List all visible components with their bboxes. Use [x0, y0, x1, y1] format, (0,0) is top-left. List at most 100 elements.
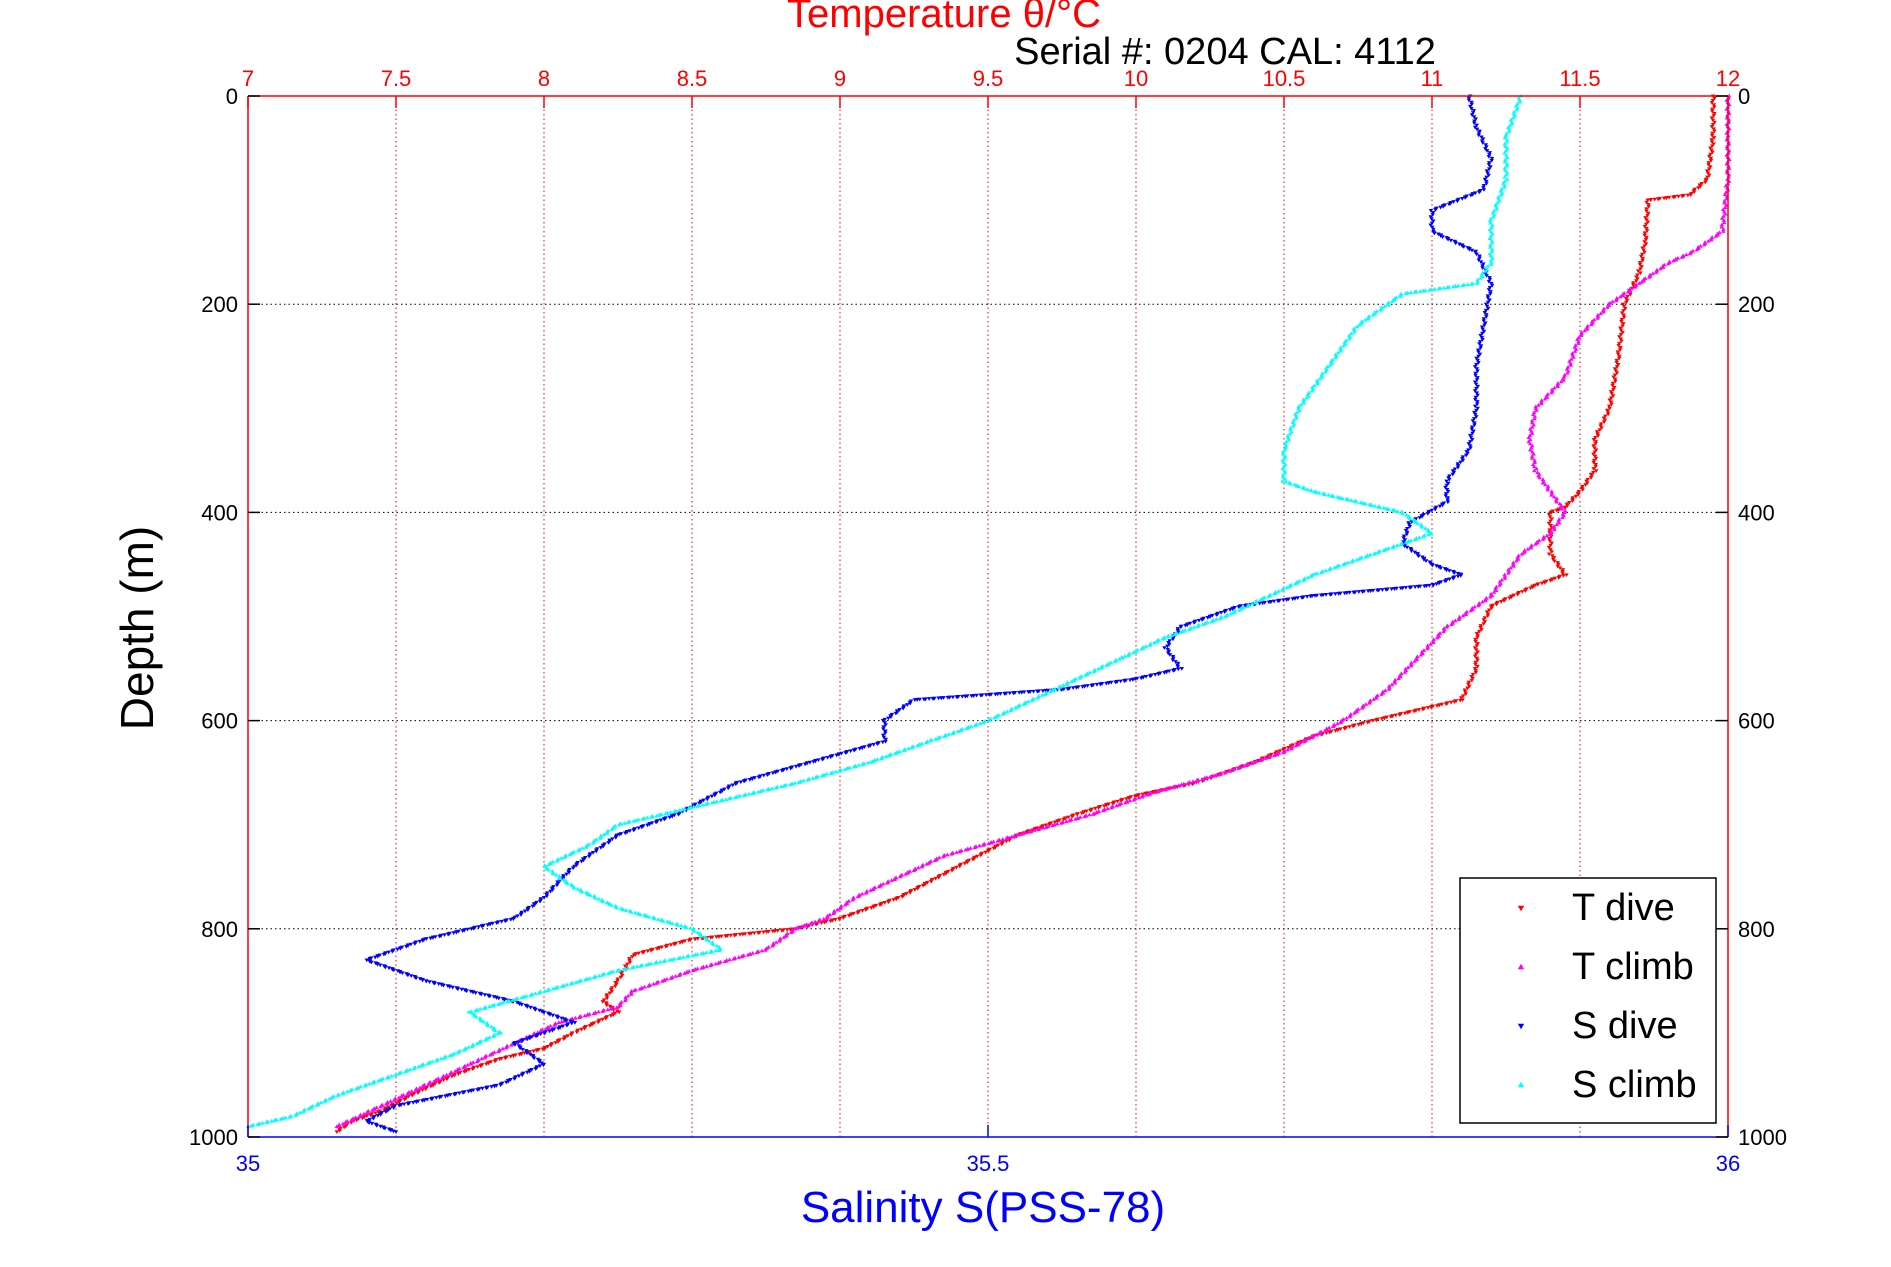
data-point — [1012, 834, 1017, 838]
data-point — [1430, 211, 1436, 215]
data-point — [1187, 627, 1192, 631]
data-point — [1222, 610, 1227, 615]
data-point — [1532, 416, 1537, 421]
data-point — [466, 1045, 471, 1049]
data-point — [737, 932, 743, 937]
data-point — [651, 981, 656, 986]
data-point — [1474, 378, 1480, 383]
data-point — [1162, 646, 1167, 650]
data-point — [670, 921, 675, 925]
data-point — [883, 729, 888, 734]
data-point — [1169, 632, 1175, 637]
data-point — [1687, 251, 1693, 256]
data-point — [396, 1095, 402, 1100]
data-point — [1576, 339, 1581, 343]
data-point — [1471, 109, 1477, 113]
top-tick-label: 9.5 — [973, 66, 1004, 91]
data-point — [594, 837, 599, 841]
data-point — [437, 934, 442, 939]
data-point — [1640, 258, 1645, 263]
data-point — [1416, 585, 1421, 589]
data-point — [718, 798, 724, 803]
data-point — [1429, 705, 1434, 710]
data-point — [1593, 456, 1599, 461]
data-point — [556, 1020, 562, 1025]
data-point — [500, 1046, 505, 1051]
data-point — [1140, 792, 1145, 797]
data-point — [491, 1034, 496, 1039]
data-point — [1438, 566, 1444, 571]
data-point — [1593, 448, 1599, 453]
data-point — [1557, 566, 1563, 571]
data-point — [1145, 792, 1150, 797]
data-point — [570, 866, 576, 871]
data-point — [556, 1026, 561, 1031]
data-point — [1722, 198, 1727, 203]
data-point — [880, 719, 886, 723]
data-point — [667, 920, 672, 925]
data-point — [1412, 585, 1418, 589]
top-tick-label: 11.5 — [1559, 66, 1600, 91]
data-point — [562, 855, 567, 859]
data-point — [519, 995, 524, 1000]
data-point — [919, 741, 925, 746]
data-point — [966, 858, 972, 863]
data-point — [1077, 675, 1083, 680]
data-point — [693, 802, 698, 807]
data-point — [1236, 607, 1242, 612]
data-point — [513, 997, 518, 1002]
data-point — [963, 847, 968, 852]
data-point — [1708, 159, 1714, 163]
data-point — [1429, 217, 1434, 222]
data-point — [1383, 587, 1389, 592]
series-s-climb — [245, 93, 1524, 1129]
data-point — [1641, 248, 1646, 253]
data-point — [1282, 456, 1287, 460]
data-point — [968, 845, 973, 850]
data-point — [1489, 281, 1494, 286]
data-point — [1478, 275, 1483, 280]
data-point — [1335, 350, 1341, 355]
data-point — [1318, 593, 1324, 598]
data-point — [1286, 745, 1291, 750]
data-point — [525, 1005, 530, 1009]
data-point — [469, 1044, 475, 1049]
data-point — [1354, 557, 1360, 562]
data-point — [452, 1051, 457, 1056]
data-point — [877, 903, 883, 907]
data-point — [1617, 335, 1622, 339]
data-point — [1035, 827, 1041, 832]
data-point — [1637, 263, 1643, 267]
data-point — [586, 854, 592, 859]
data-point — [1323, 369, 1328, 374]
data-point — [617, 822, 622, 827]
data-point — [1548, 543, 1553, 548]
data-point — [411, 1066, 416, 1071]
data-point — [431, 1079, 437, 1083]
data-point — [1540, 480, 1546, 485]
data-point — [1469, 106, 1474, 111]
data-point — [1598, 311, 1603, 316]
data-point — [629, 909, 634, 914]
data-point — [469, 1061, 474, 1066]
data-point — [1328, 362, 1333, 367]
data-point — [587, 975, 593, 980]
data-point — [1430, 638, 1436, 643]
data-point — [1195, 624, 1200, 629]
data-point — [1468, 104, 1473, 109]
data-point — [784, 933, 789, 938]
data-point — [1570, 351, 1575, 355]
data-point — [1468, 444, 1473, 448]
data-point — [1481, 317, 1487, 321]
data-point — [1351, 326, 1357, 331]
data-point — [1343, 341, 1348, 346]
data-point — [1094, 810, 1100, 815]
data-point — [1153, 672, 1158, 677]
data-point — [714, 943, 720, 948]
data-point — [1638, 254, 1644, 259]
data-point — [1390, 545, 1395, 550]
data-point — [512, 1077, 517, 1081]
data-point — [1385, 302, 1391, 307]
data-point — [1304, 395, 1309, 400]
data-point — [1420, 555, 1425, 560]
